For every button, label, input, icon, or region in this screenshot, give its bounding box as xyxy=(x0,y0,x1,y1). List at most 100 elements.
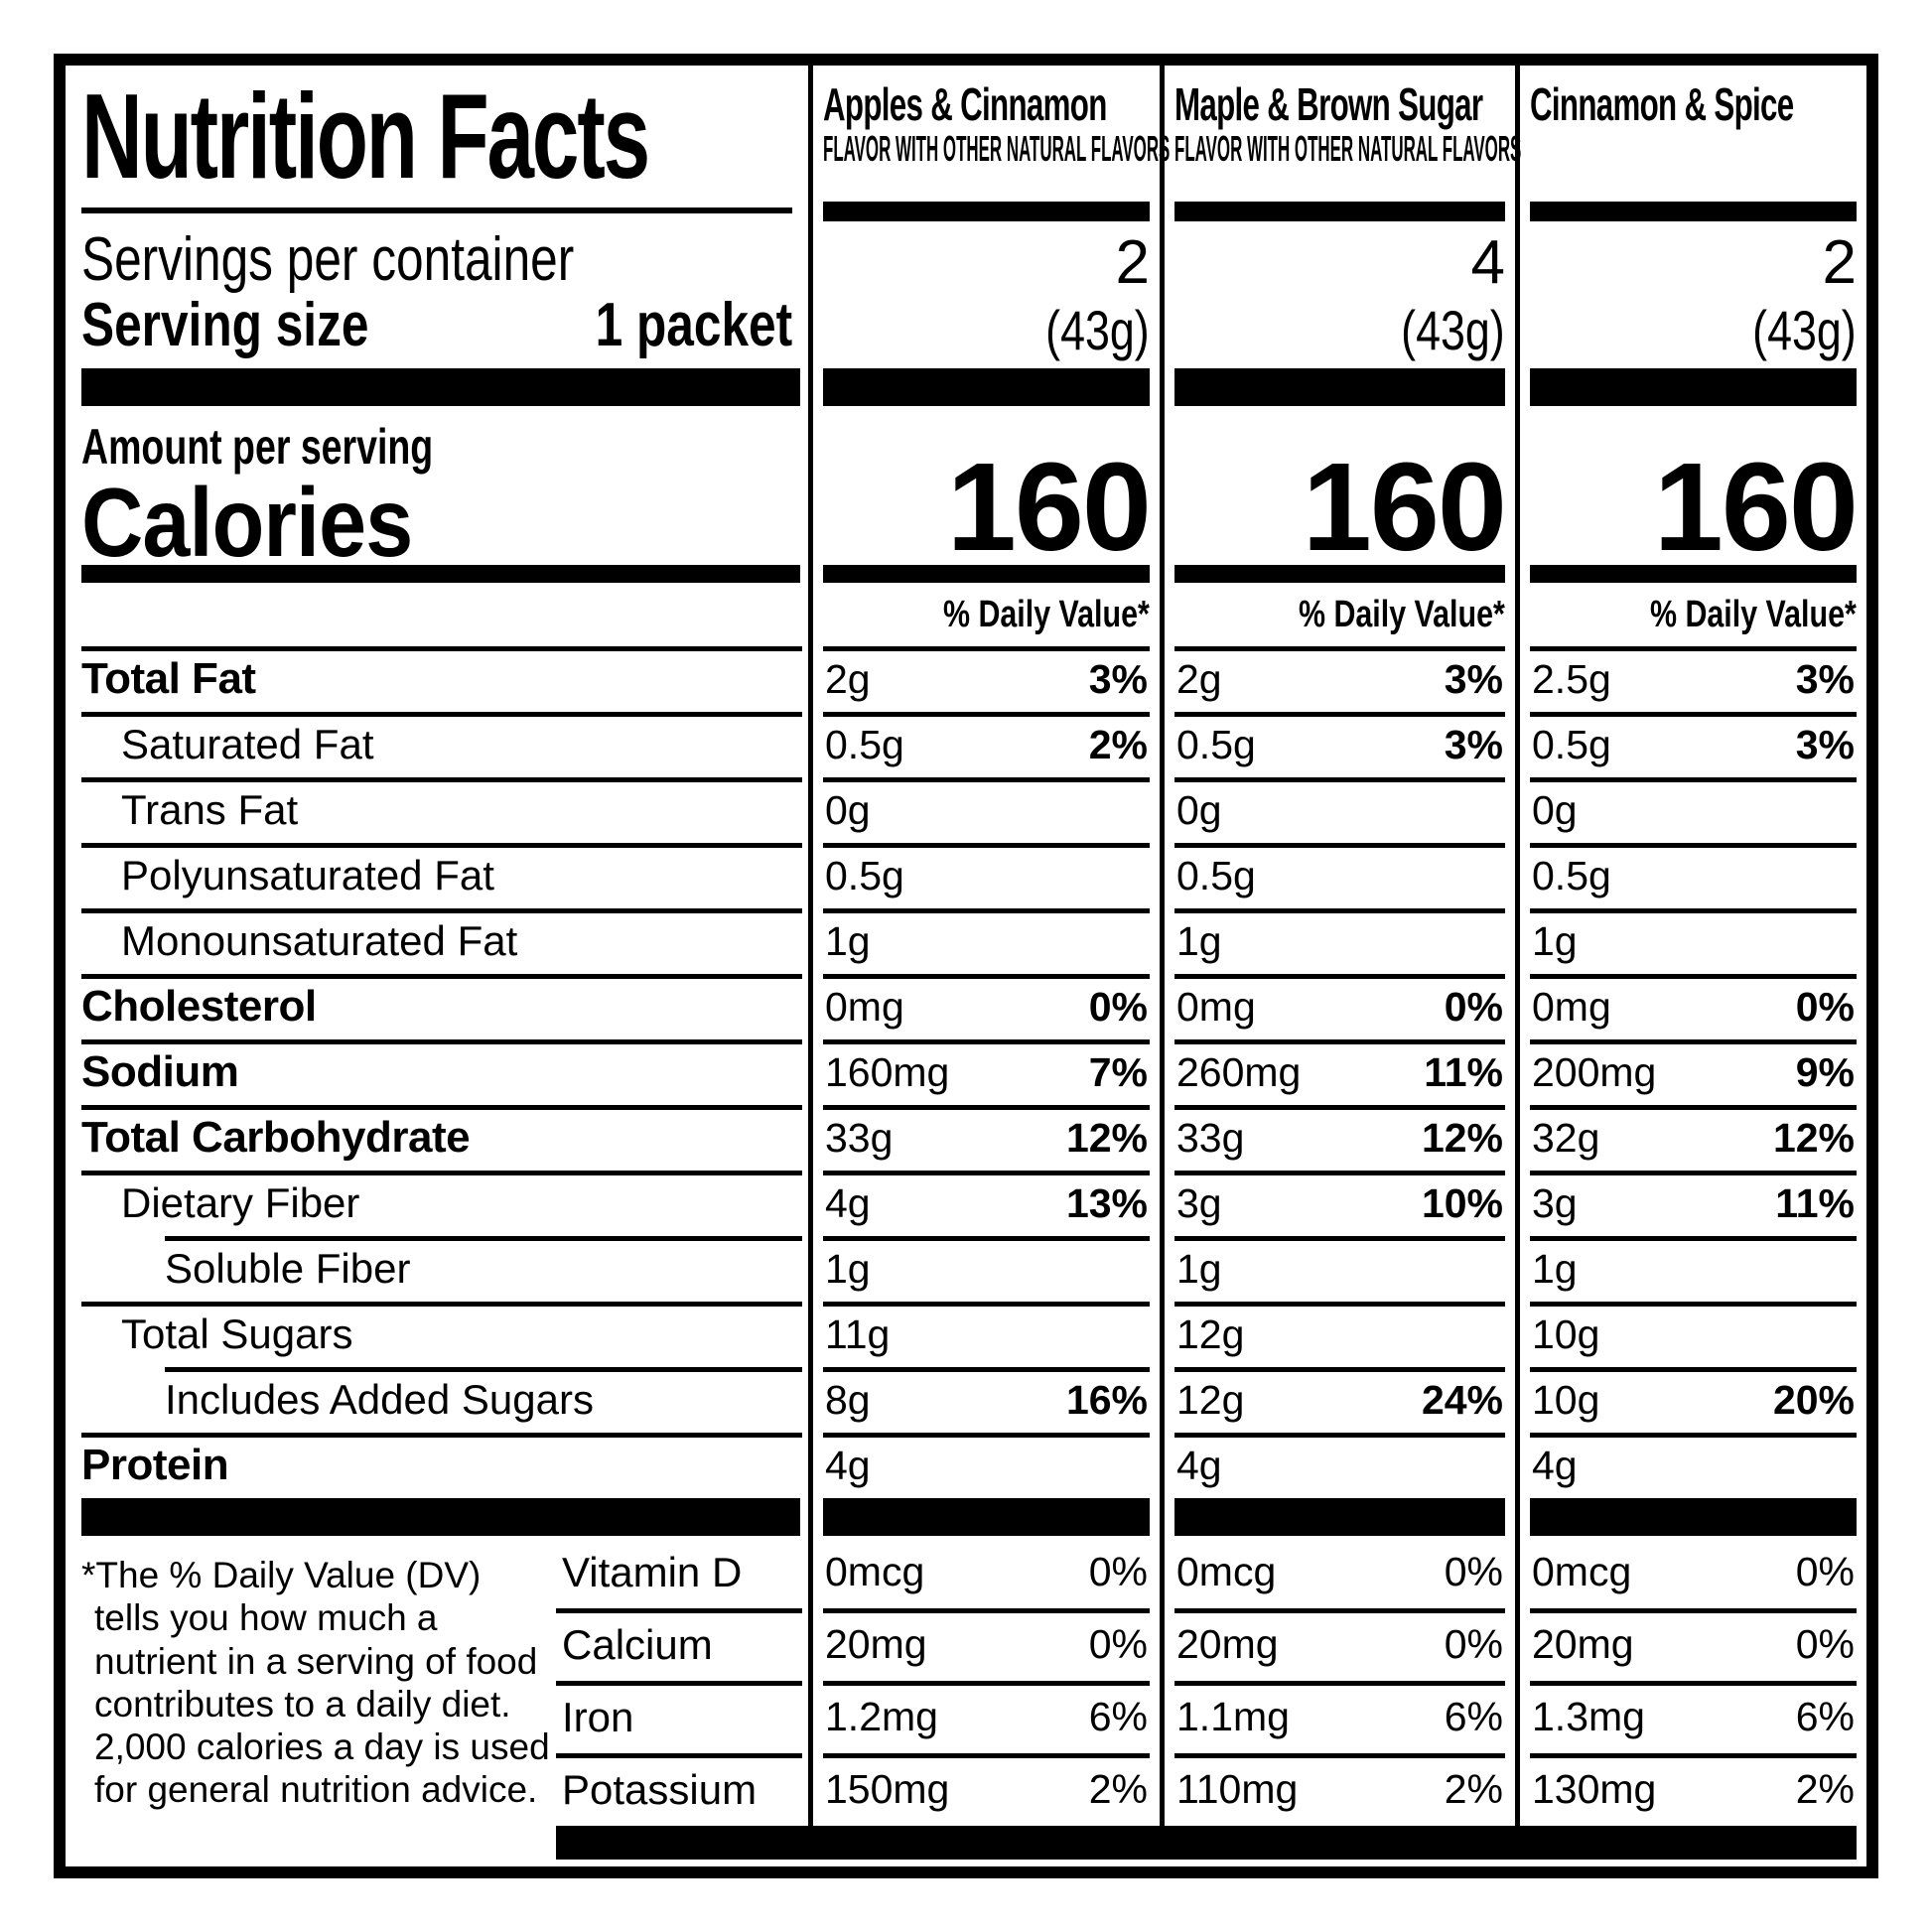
servings-label: Servings per container xyxy=(81,224,575,294)
nutrient-value-cell: 0mg 0% xyxy=(1160,974,1515,1039)
amount-value: 0mcg xyxy=(1176,1549,1277,1594)
vitamin-value-cell: 0mcg 0% xyxy=(1160,1536,1515,1608)
nutrient-value-cell: 11g xyxy=(808,1302,1160,1367)
nutrient-label-cell: Total Sugars xyxy=(66,1302,808,1367)
dv-value: 0% xyxy=(1088,1549,1148,1594)
separator-bar xyxy=(1174,1498,1505,1536)
separator-bar xyxy=(823,565,1150,583)
amount-value: 0.5g xyxy=(825,852,904,898)
amount-value: 4g xyxy=(1532,1442,1578,1488)
nutrient-value-cell: 33g 12% xyxy=(1160,1105,1515,1171)
calories-left: Amount per serving Calories xyxy=(66,406,808,571)
dv-value: 10% xyxy=(1421,1179,1503,1226)
amount-value: 10g xyxy=(1532,1376,1600,1423)
vitamin-value-cell: 20mg 0% xyxy=(1160,1608,1515,1681)
dv-value: 12% xyxy=(1421,1114,1503,1161)
dv-value: 11% xyxy=(1775,1179,1855,1226)
nutrient-value-cell: 0.5g 3% xyxy=(1160,712,1515,777)
dv-value: 0% xyxy=(1795,1549,1855,1594)
serving-weight: (43g) xyxy=(1752,299,1857,361)
separator-bar xyxy=(823,1498,1150,1536)
flavor-name: Maple & Brown Sugar xyxy=(1174,78,1483,130)
nutrient-value-cell: 4g 13% xyxy=(808,1171,1160,1236)
vitamin-label: Potassium xyxy=(562,1765,758,1813)
vitamin-label-cell: Calcium xyxy=(556,1608,808,1681)
serving-weight: (43g) xyxy=(1045,299,1150,361)
nutrient-label: Polyunsaturated Fat xyxy=(121,852,494,898)
flavor-header-bar xyxy=(823,202,1150,221)
amount-value: 1.1mg xyxy=(1176,1694,1290,1739)
amount-value: 130mg xyxy=(1532,1766,1657,1812)
amount-value: 1.3mg xyxy=(1532,1694,1645,1739)
servings-count: 4 xyxy=(1470,228,1505,297)
dv-value: 3% xyxy=(1088,655,1148,702)
title-rule xyxy=(81,207,792,213)
amount-value: 200mg xyxy=(1532,1048,1657,1095)
nutrient-label-cell: Protein xyxy=(66,1433,808,1498)
nutrient-value-cell: 1g xyxy=(1160,908,1515,974)
nutrient-label: Soluble Fiber xyxy=(165,1245,411,1292)
nutrient-label-cell: Sodium xyxy=(66,1039,808,1105)
amount-value: 12g xyxy=(1176,1376,1245,1423)
separator-bar xyxy=(1174,565,1505,583)
nutrient-value-cell: 2.5g 3% xyxy=(1515,646,1866,712)
amount-value: 1g xyxy=(1532,917,1578,964)
nutrient-value-cell: 10g 20% xyxy=(1515,1367,1866,1433)
nutrient-value-cell: 1g xyxy=(1515,1236,1866,1302)
nutrient-label: Dietary Fiber xyxy=(121,1179,360,1226)
dv-value: 2% xyxy=(1088,721,1148,767)
separator-bar xyxy=(81,368,800,406)
nutrient-value-cell: 3g 10% xyxy=(1160,1171,1515,1236)
nutrient-value-cell: 0g xyxy=(1515,777,1866,843)
dv-value: 0% xyxy=(1795,983,1855,1030)
calories-label: Calories xyxy=(81,468,413,577)
dv-value: 0% xyxy=(1444,1621,1503,1667)
amount-value: 10g xyxy=(1532,1311,1600,1357)
amount-value: 0mcg xyxy=(825,1549,925,1594)
amount-value: 4g xyxy=(1176,1442,1222,1488)
dv-value: 12% xyxy=(1065,1114,1148,1161)
amount-value: 110mg xyxy=(1176,1766,1299,1812)
amount-value: 0.5g xyxy=(1176,721,1256,767)
nutrient-value-cell: 2g 3% xyxy=(808,646,1160,712)
vitamins-section: *The % Daily Value (DV) tells you how mu… xyxy=(66,1536,1866,1860)
amount-value: 2g xyxy=(825,655,871,702)
vitamin-label-cell: Iron xyxy=(556,1681,808,1753)
flavor-subtitle xyxy=(1530,131,1857,167)
nutrient-label-cell: Total Carbohydrate xyxy=(66,1105,808,1171)
amount-value: 33g xyxy=(825,1114,894,1161)
separator-bar xyxy=(1530,565,1857,583)
amount-value: 0g xyxy=(1532,786,1578,833)
nutrition-facts-label: Nutrition Facts Servings per container S… xyxy=(54,54,1878,1878)
vitamin-label: Calcium xyxy=(562,1620,713,1668)
amount-value: 1g xyxy=(825,1245,871,1292)
dv-value: 2% xyxy=(1088,1766,1148,1812)
amount-value: 20mg xyxy=(1176,1621,1279,1667)
separator-bar-row xyxy=(66,1498,1866,1536)
nutrient-table: Total Fat 2g 3% 2g 3% 2.5g 3% Saturated Fat… xyxy=(66,646,1866,1498)
vitamin-value-cell: 110mg 2% xyxy=(1160,1753,1515,1826)
calories-value: 160 xyxy=(808,406,1160,570)
amount-value: 3g xyxy=(1176,1179,1222,1226)
dv-value: 2% xyxy=(1795,1766,1855,1812)
dv-value: 0% xyxy=(1795,1621,1855,1667)
amount-value: 12g xyxy=(1176,1311,1245,1357)
amount-value: 4g xyxy=(825,1179,871,1226)
nutrient-value-cell: 160mg 7% xyxy=(808,1039,1160,1105)
vitamin-value-cell: 20mg 0% xyxy=(1515,1608,1866,1681)
dv-value: 11% xyxy=(1424,1048,1503,1095)
nutrient-value-cell: 10g xyxy=(1515,1302,1866,1367)
serving-size-value: 1 packet xyxy=(595,290,792,359)
servings-per-container-line: Servings per container xyxy=(81,224,792,294)
nutrient-value-cell: 1g xyxy=(808,1236,1160,1302)
dv-value: 0% xyxy=(1444,983,1503,1030)
nutrient-label: Includes Added Sugars xyxy=(165,1376,594,1423)
vitamin-label: Vitamin D xyxy=(562,1548,743,1595)
calories-value: 160 xyxy=(1160,406,1515,570)
dv-value: 0% xyxy=(1444,1549,1503,1594)
nutrient-label-cell: Soluble Fiber xyxy=(66,1236,808,1302)
nutrient-value-cell: 12g xyxy=(1160,1302,1515,1367)
header-left: Nutrition Facts Servings per container S… xyxy=(66,66,808,368)
flavor-name: Cinnamon & Spice xyxy=(1530,78,1794,130)
